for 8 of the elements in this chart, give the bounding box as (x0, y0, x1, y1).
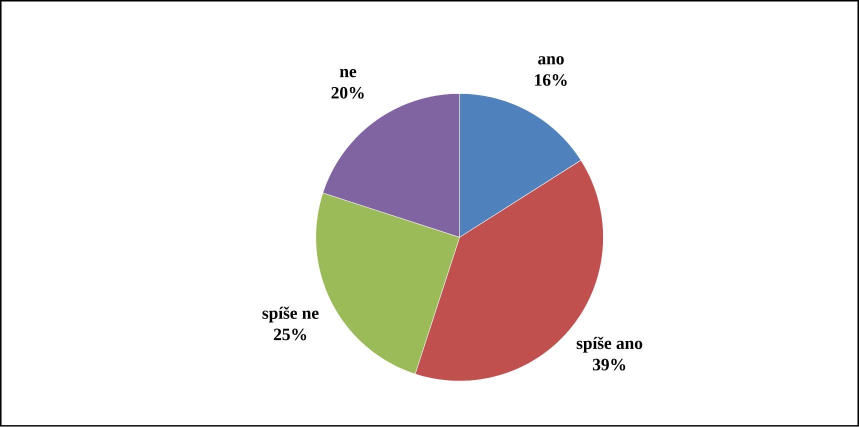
slice-label: ano (538, 56, 564, 65)
data-label: 16% (535, 74, 567, 86)
data-label: 25% (274, 328, 306, 340)
data-label: 39% (592, 358, 626, 371)
slice-label: spíše ne (262, 306, 319, 323)
slice-label: spíše ano (576, 336, 642, 353)
slice-label: ne (340, 69, 356, 78)
data-label: 20% (332, 87, 364, 99)
